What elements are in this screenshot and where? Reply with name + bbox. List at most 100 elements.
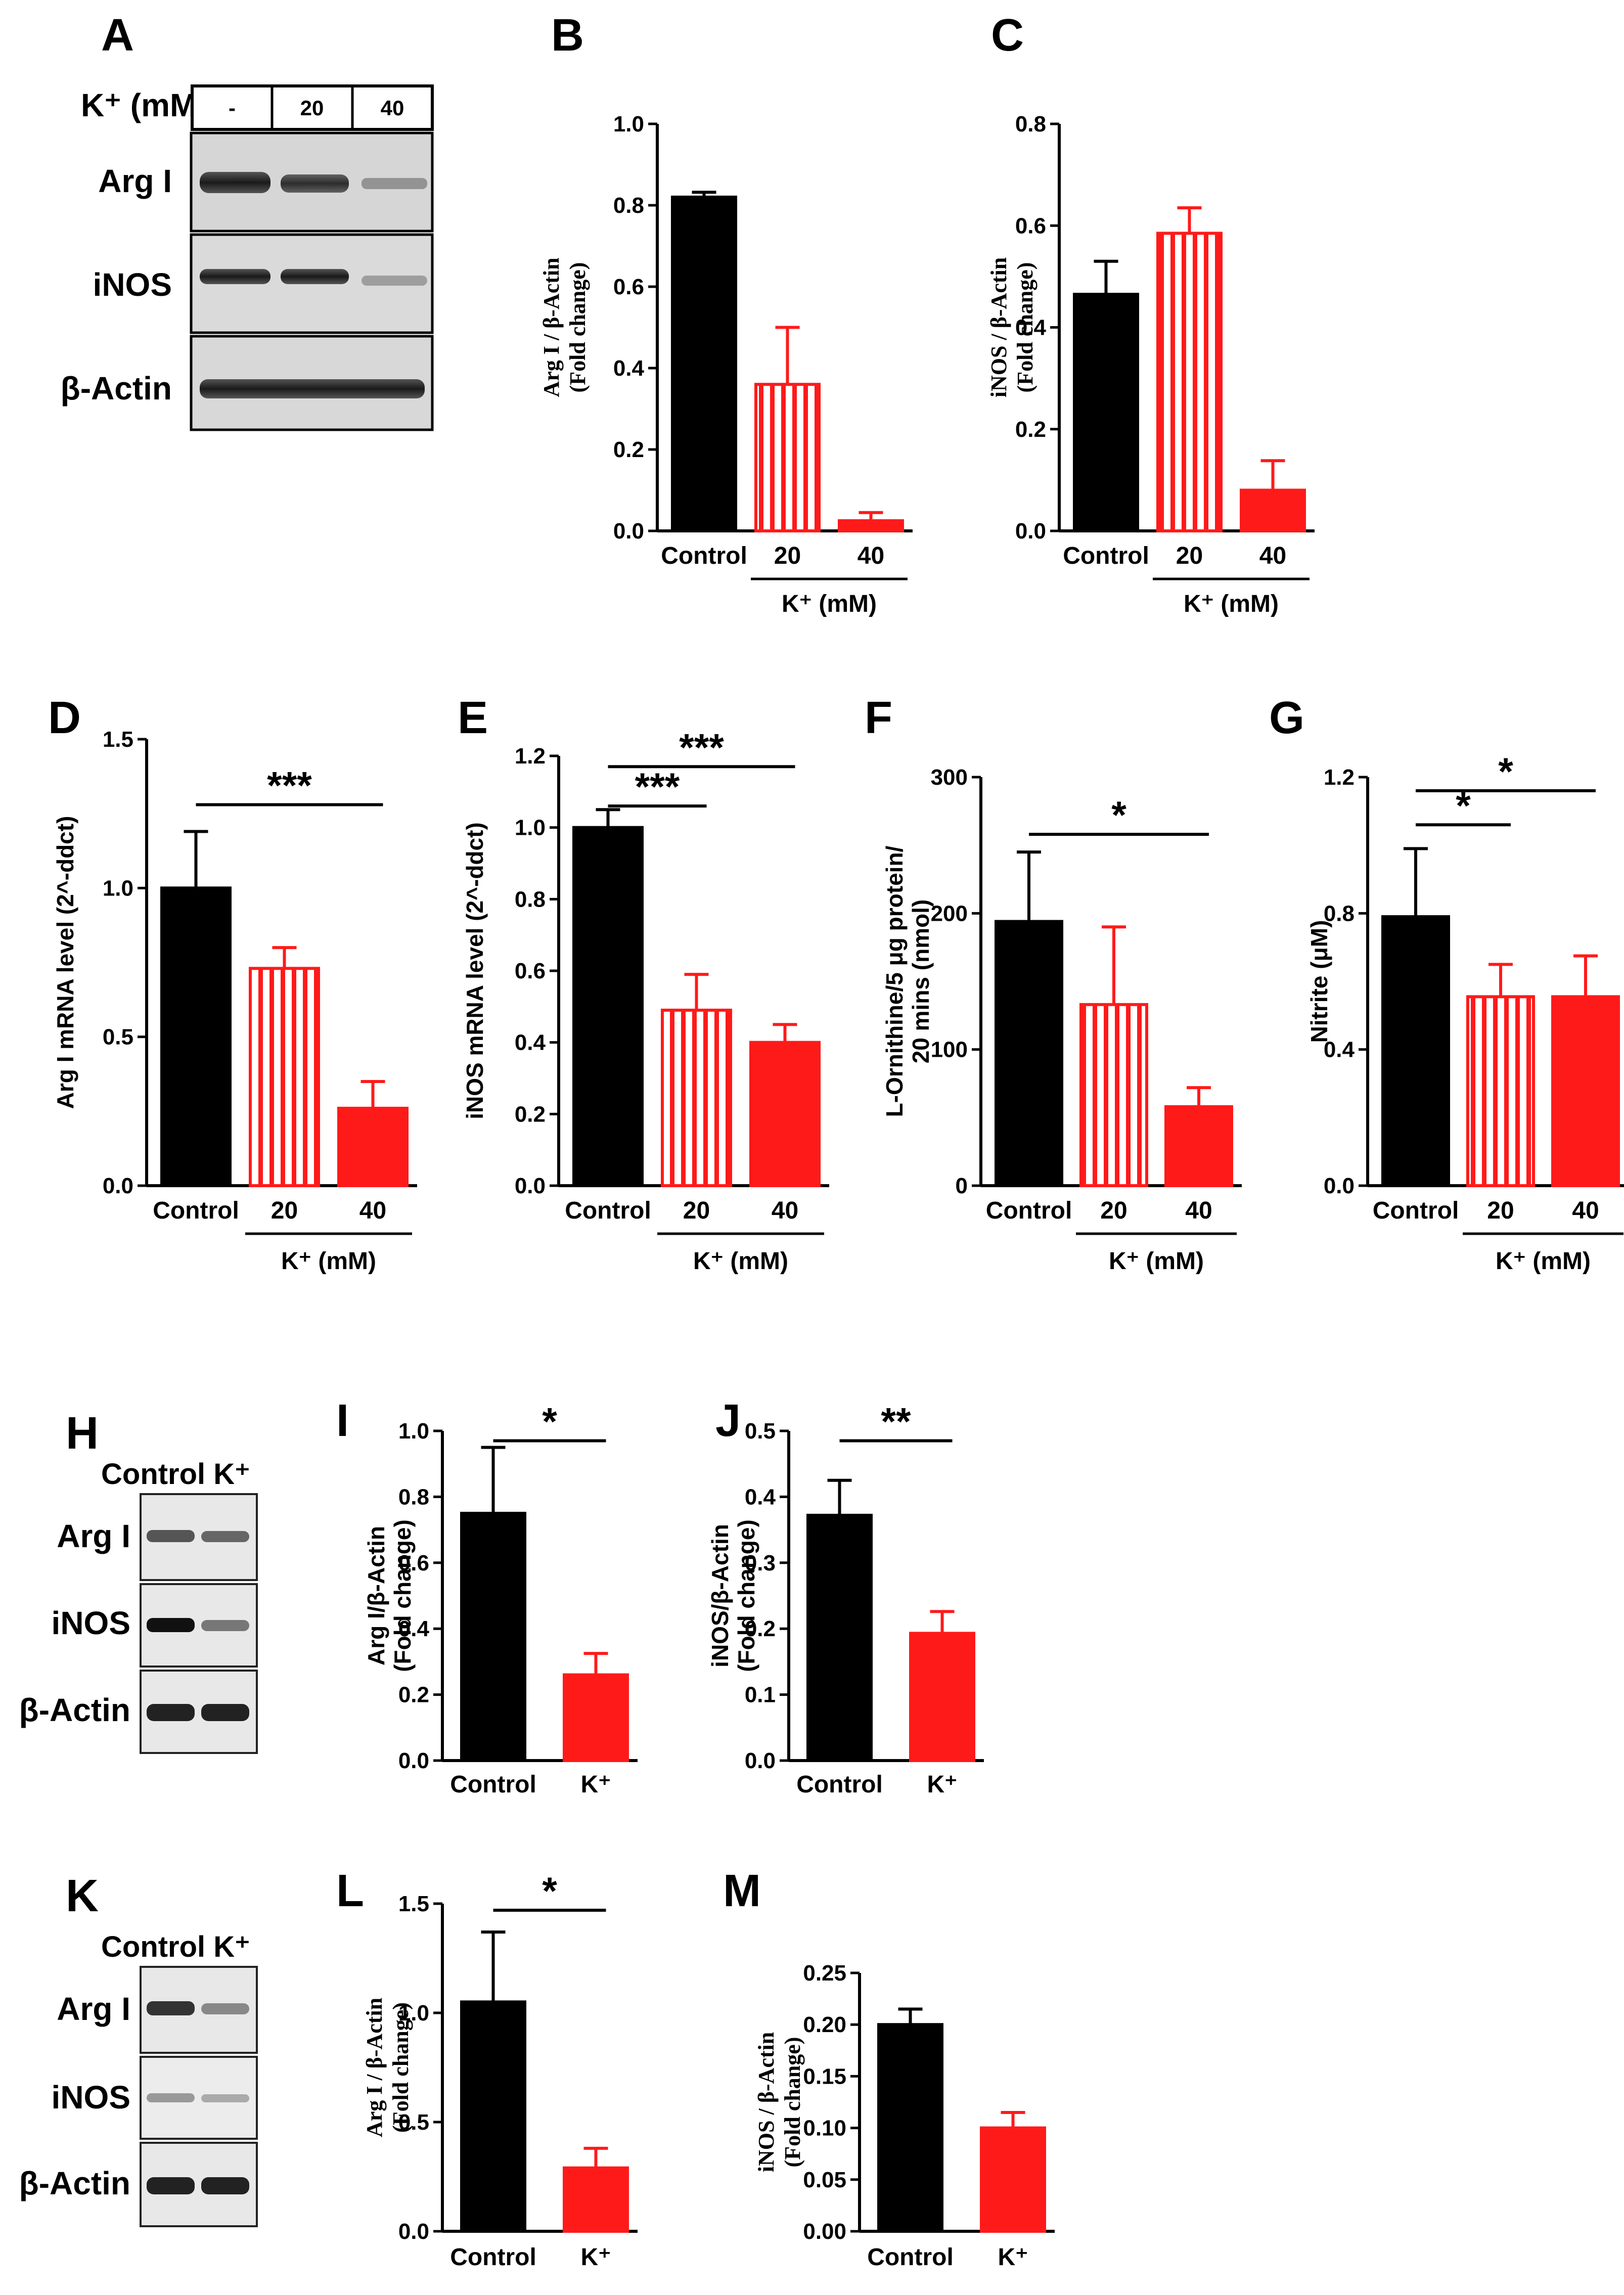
y-tick-label-e: 0.6 (515, 959, 546, 983)
significance-label-i: * (542, 1401, 557, 1444)
blot-h-row-inos: iNOS (52, 1583, 258, 1668)
chart-l: L 0.0 0.5 1.0 1.5 Control K⁺ * Arg I / β-Actin(F… (336, 1866, 638, 2271)
y-tick-label-b: 0.6 (613, 275, 644, 299)
blot-a-lane-3: 40 (381, 96, 404, 120)
bar-e-2 (749, 1041, 821, 1188)
x-tick-label-i: Control (450, 1771, 536, 1798)
panel-letter-i: I (336, 1396, 349, 1446)
panel-h-blot: H Control K⁺ Arg I iNOS β-Actin (19, 1408, 258, 1754)
significance-label-l: * (542, 1870, 557, 1913)
bar-c-1 (1156, 232, 1223, 532)
bar-m-1 (980, 2126, 1046, 2233)
group-label-c: K⁺ (mM) (1184, 591, 1279, 617)
y-axis-label-line-m: (Fold change) (780, 2037, 805, 2168)
significance-label-e: *** (679, 726, 724, 769)
y-tick-label-l: 1.0 (398, 2001, 429, 2026)
x-tick-label-g: Control (1373, 1197, 1459, 1224)
bar-g-2 (1551, 995, 1620, 1188)
y-axis-label-line-e: iNOS mRNA level (2^-ddct) (462, 822, 488, 1119)
y-tick-label-m: 0.00 (803, 2219, 846, 2244)
x-tick-label-e: 40 (772, 1197, 798, 1224)
y-tick-label-f: 200 (931, 901, 968, 926)
y-axis-label-line-l: Arg I / β-Actin (362, 1998, 387, 2137)
x-tick-label-g: 20 (1487, 1197, 1514, 1224)
y-axis-label-line-j: iNOS/β-Actin (707, 1524, 733, 1668)
blot-h-label-inos: iNOS (52, 1605, 130, 1641)
blot-k-row-inos: iNOS (52, 2056, 258, 2140)
group-label-f: K⁺ (mM) (1109, 1248, 1204, 1275)
bar-d-2 (337, 1106, 409, 1188)
y-axis-label-line-i: Arg I/β-Actin (363, 1526, 389, 1666)
y-axis-label-d: Arg I mRNA level (2^-ddct) (52, 816, 78, 1109)
y-tick-label-m: 0.05 (803, 2168, 846, 2192)
y-tick-label-l: 0.0 (398, 2219, 429, 2244)
blot-k-header: Control K⁺ (101, 1930, 250, 1963)
bar-f-1 (1079, 1003, 1148, 1187)
bar-e-1 (661, 1008, 732, 1187)
blot-k-label-arg1: Arg I (57, 1991, 130, 2027)
y-axis-label-line-i: (Fold change) (389, 1519, 416, 1672)
panel-letter-l: L (336, 1866, 364, 1916)
chart-e: E 0.0 0.2 0.4 0.6 0.8 1.0 1.2 Control 20 40 K⁺ (mM)… (458, 693, 829, 1275)
y-tick-label-f: 0 (956, 1174, 968, 1198)
panel-letter-m: M (723, 1866, 761, 1916)
x-tick-label-f: 20 (1100, 1197, 1127, 1224)
y-tick-label-c: 0.0 (1015, 519, 1046, 544)
bar-c-0 (1073, 293, 1139, 532)
x-tick-label-c: Control (1063, 543, 1149, 569)
y-tick-label-c: 0.2 (1015, 417, 1046, 442)
y-tick-label-f: 300 (931, 765, 968, 790)
y-tick-label-m: 0.10 (803, 2116, 846, 2141)
bar-j-1 (909, 1632, 975, 1762)
bar-i-0 (460, 1512, 526, 1762)
blot-k-label-inos: iNOS (52, 2079, 130, 2116)
y-tick-label-m: 0.20 (803, 2012, 846, 2037)
y-axis-label-line-m: iNOS / β-Actin (754, 2032, 779, 2172)
y-axis-label-j: iNOS/β-Actin(Fold change) (707, 1519, 759, 1672)
blot-h-header: Control K⁺ (101, 1458, 250, 1491)
y-tick-label-b: 0.4 (613, 356, 645, 381)
x-tick-label-c: 40 (1259, 543, 1286, 569)
blot-a-lane-2: 20 (300, 96, 324, 120)
blot-a-header-label: K⁺ (mM) (81, 87, 208, 123)
x-tick-label-l: Control (450, 2244, 536, 2271)
y-tick-label-e: 0.2 (515, 1102, 546, 1127)
group-label-g: K⁺ (mM) (1496, 1248, 1591, 1275)
y-tick-label-c: 0.8 (1015, 112, 1046, 137)
y-tick-label-e: 0.8 (515, 887, 546, 912)
bar-g-1 (1466, 995, 1535, 1188)
y-tick-label-i: 0.4 (398, 1616, 430, 1641)
chart-i: I 0.0 0.2 0.4 0.6 0.8 1.0 Control K⁺ * Arg I/β-Act… (336, 1396, 638, 1798)
blot-a-lane-header (191, 84, 434, 131)
bar-f-2 (1164, 1105, 1233, 1187)
bar-l-0 (460, 2000, 526, 2233)
x-tick-label-f: Control (986, 1197, 1072, 1224)
bar-c-2 (1240, 488, 1306, 532)
y-tick-label-j: 0.0 (745, 1748, 776, 1773)
y-tick-label-b: 0.2 (613, 437, 644, 462)
chart-c: C 0.0 0.2 0.4 0.6 0.8 Control 20 40 K⁺ (mM) iNOS /… (986, 10, 1315, 617)
bar-d-1 (249, 967, 320, 1187)
blot-a-row-arg1: Arg I (98, 131, 434, 233)
blot-a-label-inos: iNOS (93, 266, 172, 303)
y-axis-label-line-f: L-Ornithine/5 μg protein/ (881, 845, 908, 1117)
y-axis-label-l: Arg I / β-Actin(Fold change) (362, 1998, 413, 2137)
x-tick-label-e: 20 (683, 1197, 710, 1224)
group-label-d: K⁺ (mM) (281, 1248, 376, 1275)
y-tick-label-g: 0.4 (1324, 1038, 1355, 1062)
y-tick-label-g: 1.2 (1324, 765, 1355, 790)
panel-letter-j: J (715, 1396, 741, 1446)
y-axis-label-b: Arg I / β-Actin(Fold change) (539, 257, 590, 397)
y-axis-label-e: iNOS mRNA level (2^-ddct) (462, 822, 488, 1119)
blot-h-label-arg1: Arg I (57, 1518, 130, 1554)
panel-letter-d: D (48, 693, 81, 743)
y-tick-label-e: 0.0 (515, 1174, 546, 1198)
x-tick-label-e: Control (565, 1197, 651, 1224)
blot-a-label-actin: β-Actin (61, 370, 172, 407)
y-tick-label-l: 0.5 (398, 2110, 429, 2135)
y-axis-label-line-c: iNOS / β-Actin (986, 257, 1011, 397)
y-axis-label-line-g: Nitrite (μM) (1306, 920, 1332, 1043)
y-tick-label-c: 0.6 (1015, 213, 1046, 238)
